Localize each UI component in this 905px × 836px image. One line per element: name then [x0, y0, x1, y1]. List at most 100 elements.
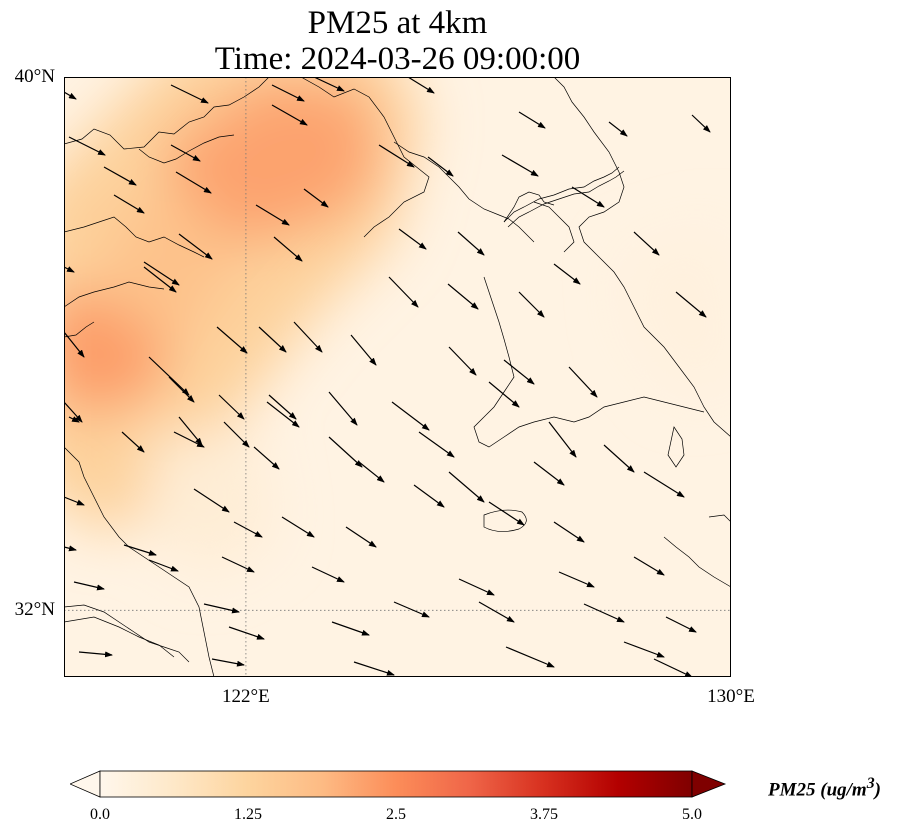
- wind-arrow: [148, 356, 190, 396]
- wind-arrow: [268, 394, 297, 420]
- border-line: [503, 166, 625, 228]
- colorbar-tick-label: 1.25: [234, 806, 262, 823]
- wind-arrow: [653, 658, 693, 677]
- wind-arrow: [178, 233, 213, 260]
- pm25-plume-core-north: [164, 77, 384, 247]
- wind-arrow: [143, 266, 177, 293]
- wind-arrow: [64, 545, 77, 552]
- wind-arrow: [328, 391, 358, 426]
- wind-arrow: [378, 144, 415, 168]
- wind-arrow: [447, 283, 479, 310]
- wind-arrow: [518, 291, 545, 318]
- wind-vectors: [64, 77, 711, 677]
- wind-arrow: [478, 601, 515, 623]
- wind-arrow: [427, 156, 454, 177]
- wind-arrow: [413, 484, 445, 508]
- wind-arrow: [218, 394, 245, 420]
- wind-arrow: [303, 188, 329, 208]
- wind-arrow: [64, 331, 85, 358]
- wind-arrow: [548, 421, 577, 458]
- wind-arrow: [143, 261, 180, 286]
- pm25-plume-mid: [104, 197, 234, 337]
- wind-arrow: [358, 461, 385, 483]
- colorbar-gradient: [99, 770, 693, 798]
- wind-arrow: [168, 376, 195, 403]
- wind-arrow: [458, 578, 495, 596]
- wind-arrow: [253, 446, 280, 470]
- wind-arrow: [603, 444, 635, 473]
- wind-arrow: [175, 171, 212, 194]
- wind-arrow: [328, 436, 363, 468]
- wind-arrow: [148, 559, 179, 572]
- wind-arrow: [228, 626, 265, 640]
- wind-arrow: [258, 326, 287, 353]
- wind-arrow: [350, 334, 377, 366]
- wind-arrow: [353, 661, 395, 676]
- wind-arrow: [73, 581, 105, 591]
- wind-arrow: [448, 471, 485, 503]
- wind-arrow: [583, 603, 625, 623]
- wind-arrow: [123, 544, 157, 556]
- wind-arrow: [391, 401, 430, 431]
- wind-arrow: [418, 431, 455, 458]
- wind-arrow: [170, 144, 201, 162]
- wind-arrow: [407, 77, 435, 94]
- wind-arrow: [311, 566, 345, 583]
- wind-arrow: [78, 651, 113, 658]
- wind-arrow: [271, 104, 308, 126]
- wind-arrow: [233, 521, 263, 538]
- wind-arrow: [675, 291, 707, 318]
- wind-arrow: [68, 416, 80, 423]
- colorbar-tick-label: 3.75: [530, 806, 558, 823]
- wind-arrow: [113, 194, 145, 214]
- lon-tick-label: 130°E: [707, 686, 755, 707]
- wind-arrow: [216, 326, 248, 354]
- wind-arrow: [178, 416, 203, 446]
- wind-arrow: [568, 366, 598, 398]
- wind-arrow: [103, 166, 137, 186]
- wind-arrow: [173, 431, 205, 448]
- wind-arrow: [643, 471, 685, 498]
- wind-arrow: [68, 136, 106, 156]
- title-line-2: Time: 2024-03-26 09:00:00: [214, 41, 581, 77]
- wind-arrow: [457, 231, 485, 256]
- wind-arrow: [633, 231, 660, 256]
- wind-arrow: [266, 401, 300, 428]
- wind-arrow: [313, 77, 345, 92]
- wind-arrow: [388, 276, 419, 308]
- pm25-plume-south: [144, 427, 274, 577]
- title-line-1: PM25 at 4km: [307, 5, 488, 41]
- gridlines: [64, 77, 731, 677]
- wind-arrow: [223, 421, 250, 448]
- wind-arrow: [170, 84, 209, 104]
- wind-arrow: [503, 359, 535, 385]
- wind-arrow: [665, 616, 697, 633]
- wind-arrow: [64, 91, 77, 100]
- wind-arrow: [608, 121, 628, 137]
- wind-arrow: [501, 154, 539, 177]
- wind-arrow: [64, 496, 85, 506]
- wind-arrow: [273, 236, 303, 262]
- wind-arrow: [488, 501, 525, 526]
- wind-arrow: [398, 228, 427, 250]
- colorbar-extend-min: [70, 770, 101, 798]
- wind-arrow: [271, 84, 305, 102]
- wind-arrow: [64, 266, 75, 273]
- colorbar-tick-label: 5.0: [682, 806, 702, 823]
- wind-arrow: [211, 658, 245, 667]
- coastlines: [64, 77, 731, 677]
- wind-arrow: [533, 461, 565, 486]
- map-panel: [64, 77, 731, 677]
- pm25-plume-east: [624, 227, 731, 397]
- wind-arrow: [221, 556, 255, 573]
- wind-arrow: [553, 263, 581, 285]
- wind-arrow: [505, 646, 555, 668]
- wind-arrow: [553, 521, 585, 543]
- wind-arrow: [293, 321, 323, 353]
- wind-arrow: [345, 526, 377, 548]
- lat-tick-label: 40°N: [14, 66, 55, 87]
- wind-arrow: [633, 556, 665, 576]
- wind-arrow: [255, 204, 290, 226]
- map-border: [64, 77, 731, 677]
- colorbar-tick-label: 0.0: [90, 806, 110, 823]
